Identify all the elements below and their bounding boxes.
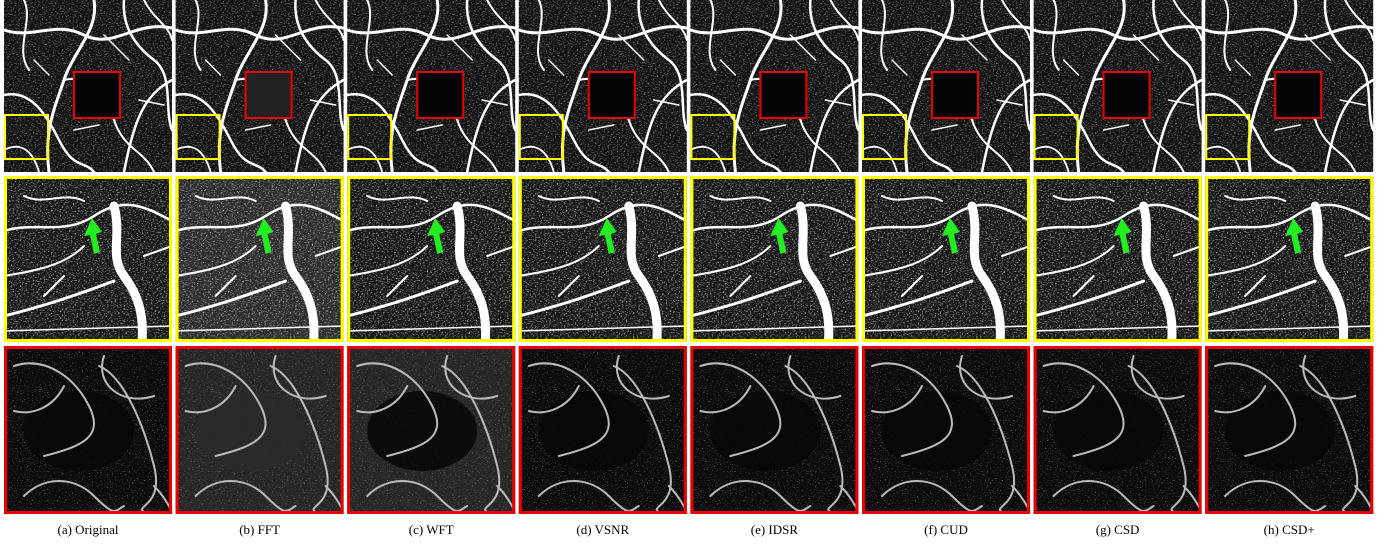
zoom-image: [1034, 176, 1202, 342]
zoom-image: [1205, 176, 1373, 342]
panel-column: (h) CSD+: [1205, 0, 1373, 537]
fovea-image: [862, 346, 1030, 514]
full-image: [519, 0, 687, 172]
caption: (d) VSNR: [576, 522, 629, 537]
fovea-image: [519, 346, 687, 514]
zoom-image: [862, 176, 1030, 342]
fovea-image: [347, 346, 515, 514]
figure: (a) Original (b) FFT (c) WFT (d) VSNR (e) ID…: [0, 0, 1390, 545]
zoom-image: [347, 176, 515, 342]
caption: (h) CSD+: [1264, 522, 1315, 537]
caption: (g) CSD: [1096, 522, 1140, 537]
caption: (a) Original: [57, 522, 118, 537]
full-image: [1205, 0, 1373, 172]
fovea-image: [176, 346, 344, 514]
zoom-image: [4, 176, 172, 342]
panel-column: (g) CSD: [1034, 0, 1202, 537]
panel-column: (c) WFT: [347, 0, 515, 537]
caption: (c) WFT: [409, 522, 454, 537]
caption: (b) FFT: [239, 522, 280, 537]
fovea-image: [690, 346, 858, 514]
fovea-image: [4, 346, 172, 514]
zoom-image: [519, 176, 687, 342]
full-image: [347, 0, 515, 172]
full-image: [1034, 0, 1202, 172]
zoom-image: [690, 176, 858, 342]
zoom-image: [176, 176, 344, 342]
panel-column: (d) VSNR: [519, 0, 687, 537]
full-image: [862, 0, 1030, 172]
panel-column: (b) FFT: [176, 0, 344, 537]
full-image: [4, 0, 172, 172]
fovea-image: [1205, 346, 1373, 514]
caption: (e) IDSR: [751, 522, 799, 537]
full-image: [176, 0, 344, 172]
panel-column: (e) IDSR: [690, 0, 858, 537]
fovea-image: [1034, 346, 1202, 514]
panel-column: (a) Original: [4, 0, 172, 537]
caption: (f) CUD: [924, 522, 968, 537]
panel-column: (f) CUD: [862, 0, 1030, 537]
full-image: [690, 0, 858, 172]
